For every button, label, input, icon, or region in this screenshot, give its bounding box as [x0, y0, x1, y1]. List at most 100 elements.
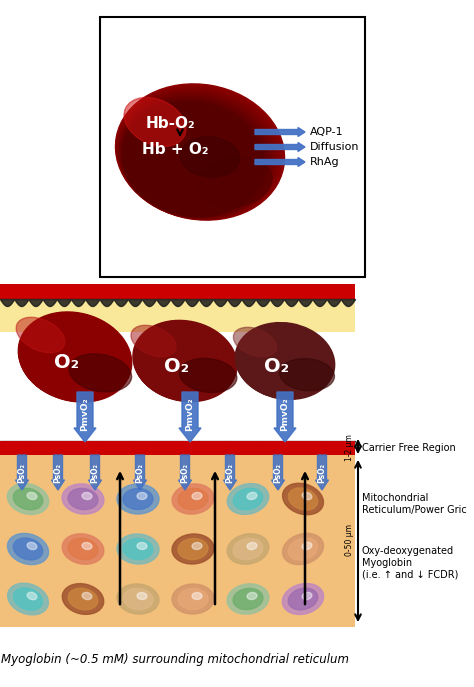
Ellipse shape — [68, 488, 98, 510]
Text: PsO₂: PsO₂ — [273, 463, 283, 483]
Ellipse shape — [137, 543, 147, 550]
Ellipse shape — [118, 91, 275, 218]
Ellipse shape — [82, 592, 92, 600]
FancyArrow shape — [52, 455, 64, 490]
Ellipse shape — [134, 324, 232, 401]
Ellipse shape — [19, 313, 129, 401]
Ellipse shape — [180, 137, 240, 177]
Ellipse shape — [117, 484, 159, 514]
Ellipse shape — [283, 533, 323, 565]
Ellipse shape — [131, 325, 176, 357]
Ellipse shape — [178, 488, 208, 510]
Ellipse shape — [283, 483, 323, 515]
Ellipse shape — [135, 325, 229, 400]
FancyArrow shape — [89, 455, 101, 490]
Ellipse shape — [192, 543, 202, 550]
FancyArrow shape — [255, 157, 305, 166]
Ellipse shape — [288, 488, 318, 510]
Text: PsO₂: PsO₂ — [54, 463, 63, 483]
Ellipse shape — [228, 484, 269, 515]
Ellipse shape — [198, 157, 272, 207]
Ellipse shape — [68, 588, 98, 610]
Text: 0-50 μm: 0-50 μm — [345, 524, 354, 556]
Ellipse shape — [122, 102, 264, 216]
FancyArrow shape — [274, 392, 296, 442]
FancyArrow shape — [224, 455, 237, 490]
Ellipse shape — [62, 534, 104, 564]
Ellipse shape — [13, 538, 43, 560]
Ellipse shape — [237, 328, 325, 397]
Ellipse shape — [8, 583, 48, 615]
Bar — [0, 292, 355, 332]
Ellipse shape — [116, 84, 284, 220]
Ellipse shape — [179, 359, 237, 392]
FancyArrow shape — [272, 455, 284, 490]
Ellipse shape — [8, 533, 48, 565]
Ellipse shape — [227, 584, 269, 614]
Ellipse shape — [247, 543, 257, 550]
FancyArrow shape — [255, 128, 305, 137]
Ellipse shape — [133, 320, 237, 402]
Text: Hb + O₂: Hb + O₂ — [142, 142, 208, 157]
Ellipse shape — [120, 96, 270, 218]
Ellipse shape — [117, 534, 159, 564]
Ellipse shape — [178, 589, 208, 609]
Ellipse shape — [280, 359, 335, 391]
Ellipse shape — [123, 539, 153, 559]
Ellipse shape — [13, 488, 43, 510]
Ellipse shape — [137, 493, 147, 499]
Text: PsO₂: PsO₂ — [18, 463, 27, 483]
Ellipse shape — [135, 326, 227, 400]
FancyArrow shape — [316, 455, 328, 490]
Ellipse shape — [247, 493, 257, 499]
Text: O₂: O₂ — [264, 357, 290, 376]
Ellipse shape — [62, 484, 104, 514]
Ellipse shape — [19, 315, 127, 401]
Ellipse shape — [16, 317, 65, 352]
Text: PsO₂: PsO₂ — [136, 463, 145, 483]
Ellipse shape — [117, 87, 282, 220]
Text: Hb-O₂: Hb-O₂ — [145, 117, 195, 131]
Ellipse shape — [20, 317, 124, 401]
Text: PsO₂: PsO₂ — [181, 463, 190, 483]
Ellipse shape — [27, 542, 37, 550]
Ellipse shape — [233, 588, 263, 609]
FancyArrow shape — [74, 392, 96, 442]
Ellipse shape — [192, 493, 202, 499]
Text: PmvO₂: PmvO₂ — [281, 398, 290, 431]
Ellipse shape — [18, 312, 132, 402]
Ellipse shape — [233, 327, 277, 357]
Bar — [0, 441, 355, 455]
Text: PmvO₂: PmvO₂ — [185, 398, 194, 431]
Ellipse shape — [13, 588, 43, 610]
Ellipse shape — [235, 323, 335, 399]
Ellipse shape — [283, 583, 324, 614]
FancyArrow shape — [179, 455, 191, 490]
Text: PsO₂: PsO₂ — [91, 463, 100, 483]
Ellipse shape — [302, 592, 312, 600]
Bar — [0, 284, 355, 299]
Text: RhAg: RhAg — [310, 157, 340, 167]
Ellipse shape — [172, 534, 214, 564]
Ellipse shape — [302, 542, 312, 550]
Ellipse shape — [137, 592, 147, 600]
Ellipse shape — [237, 327, 327, 398]
Ellipse shape — [69, 354, 132, 392]
FancyArrow shape — [179, 392, 201, 442]
Text: Myoglobin (~0.5 mM) surrounding mitochondrial reticulum: Myoglobin (~0.5 mM) surrounding mitochon… — [1, 653, 349, 666]
Ellipse shape — [172, 484, 214, 514]
FancyArrow shape — [16, 455, 28, 490]
Ellipse shape — [236, 324, 332, 399]
Ellipse shape — [117, 584, 159, 614]
Ellipse shape — [302, 493, 312, 499]
Text: Oxy-deoxygenated
Myoglobin
(i.e. ↑ and ↓ FCDR): Oxy-deoxygenated Myoglobin (i.e. ↑ and ↓… — [362, 546, 458, 579]
Ellipse shape — [227, 534, 269, 564]
Ellipse shape — [237, 326, 330, 398]
Text: Carrier Free Region: Carrier Free Region — [362, 443, 456, 453]
Ellipse shape — [172, 584, 214, 614]
Ellipse shape — [82, 543, 92, 550]
Ellipse shape — [82, 493, 92, 499]
Bar — [100, 17, 365, 277]
Text: AQP-1: AQP-1 — [310, 127, 344, 137]
Ellipse shape — [27, 592, 37, 600]
